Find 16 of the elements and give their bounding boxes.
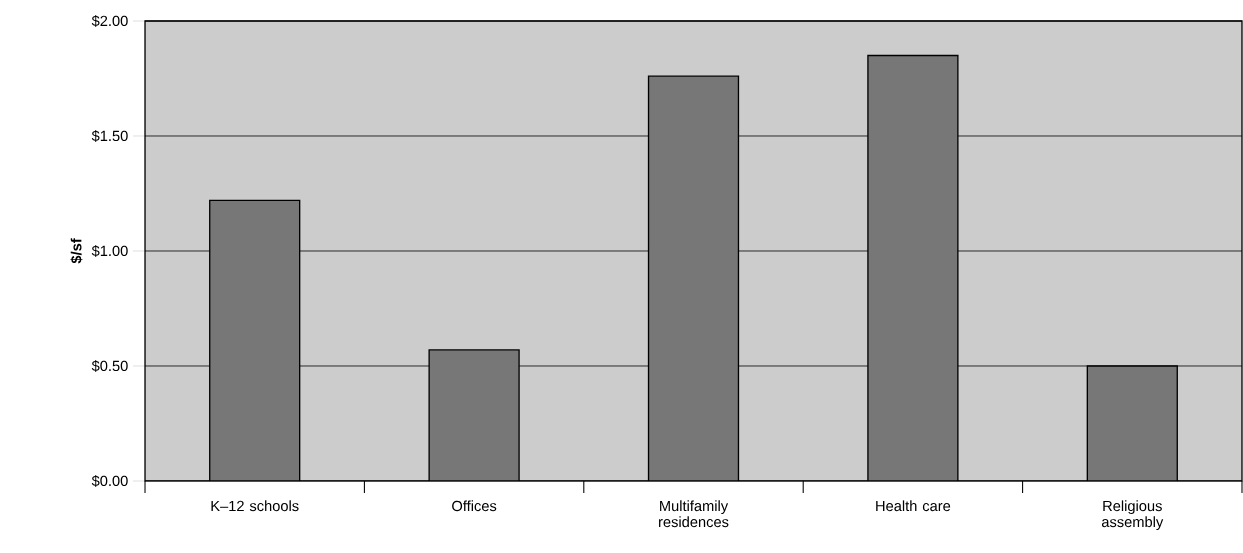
- y-axis-title: $/sf: [70, 238, 83, 264]
- bar: [867, 54, 959, 481]
- bar: [1086, 365, 1178, 481]
- x-tick-label: Health care: [876, 500, 951, 512]
- x-tick-label: Multifamily residences: [659, 500, 729, 528]
- bar: [647, 75, 740, 481]
- x-tick-label: K–12 schools: [211, 500, 299, 512]
- y-tick-label: $1.00: [91, 245, 128, 257]
- y-tick-label: $0.50: [91, 360, 128, 372]
- bar: [209, 199, 301, 481]
- x-tick-label: Religious assembly: [1101, 500, 1164, 531]
- y-tick-label: $2.00: [91, 15, 128, 27]
- y-tick-label: $1.50: [91, 130, 128, 142]
- y-tick-label: $0.00: [91, 475, 128, 487]
- x-tick-label: Offices: [452, 500, 497, 512]
- bar: [428, 349, 520, 481]
